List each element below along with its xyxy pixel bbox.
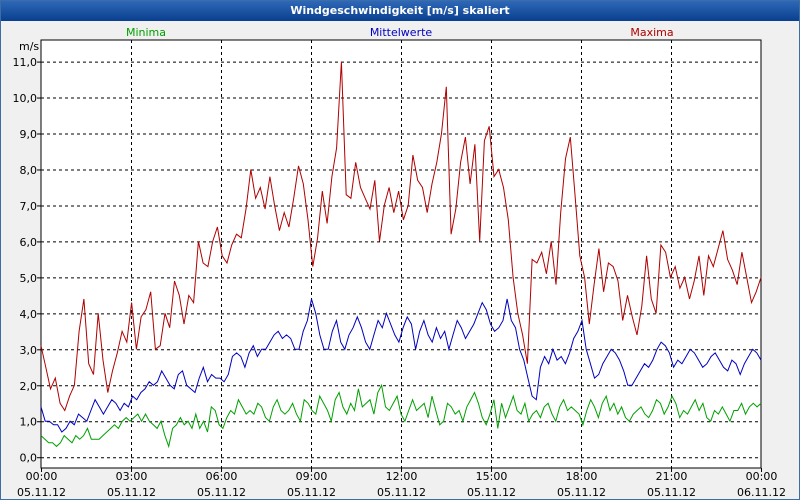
legend-maxima: Maxima [630, 26, 673, 39]
x-tick-date: 05.11.12 [467, 486, 516, 499]
series-line-minima [40, 383, 762, 449]
legend-minima: Minima [126, 26, 166, 39]
x-tick-date: 05.11.12 [287, 486, 336, 499]
legend-mittelwerte: Mittelwerte [370, 26, 433, 39]
y-tick-label: 3,0 [20, 344, 38, 357]
y-tick-label: 6,0 [20, 236, 38, 249]
y-tick-label: 4,0 [20, 308, 38, 321]
x-tick-date: 06.11.12 [737, 486, 786, 499]
x-tick-date: 05.11.12 [17, 486, 66, 499]
plot-area [40, 39, 762, 469]
x-tick-date: 05.11.12 [377, 486, 426, 499]
y-tick-label: 2,0 [20, 380, 38, 393]
series-line-maxima [40, 61, 762, 412]
x-tick-date: 05.11.12 [647, 486, 696, 499]
y-axis-unit: m/s [19, 40, 39, 53]
x-tick-date: 05.11.12 [557, 486, 606, 499]
x-tick-date: 05.11.12 [197, 486, 246, 499]
y-tick-label: 1,0 [20, 416, 38, 429]
x-tick-time: 00:00 [26, 470, 58, 483]
y-tick-label: 5,0 [20, 272, 38, 285]
series-line-mittelwerte [40, 298, 762, 433]
y-tick-label: 0,0 [20, 452, 38, 465]
x-tick-time: 06:00 [206, 470, 238, 483]
y-tick-label: 11,0 [13, 56, 38, 69]
x-tick-time: 09:00 [296, 470, 328, 483]
x-tick-time: 18:00 [566, 470, 598, 483]
y-tick-label: 8,0 [20, 164, 38, 177]
window-title: Windgeschwindigkeit [m/s] skaliert [1, 1, 799, 21]
y-tick-label: 9,0 [20, 128, 38, 141]
x-tick-date: 05.11.12 [107, 486, 156, 499]
y-tick-label: 10,0 [13, 92, 38, 105]
x-tick-time: 21:00 [656, 470, 688, 483]
x-tick-time: 12:00 [386, 470, 418, 483]
y-tick-label: 7,0 [20, 200, 38, 213]
x-tick-time: 15:00 [476, 470, 508, 483]
x-tick-time: 00:00 [746, 470, 778, 483]
x-tick-time: 03:00 [116, 470, 148, 483]
